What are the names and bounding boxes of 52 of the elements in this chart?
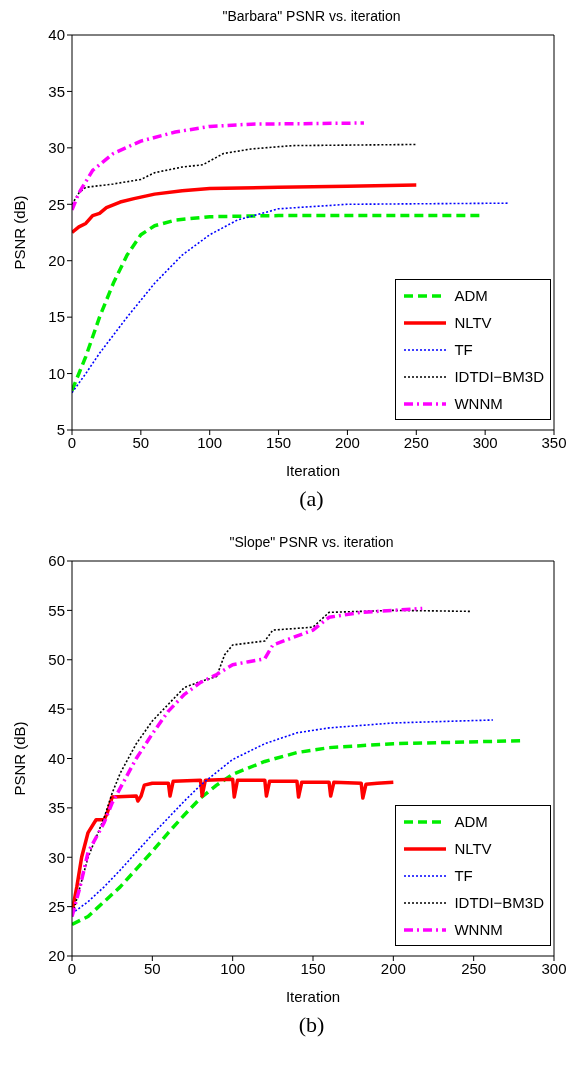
y-axis-title: PSNR (dB)	[11, 195, 29, 270]
x-tick-label: 250	[403, 433, 429, 451]
x-tick-label: 0	[67, 959, 77, 977]
y-tick-label: 60	[48, 552, 65, 570]
x-tick-label: 350	[541, 433, 567, 451]
y-tick-label: 50	[48, 651, 65, 669]
legend-label: NLTV	[454, 314, 492, 331]
legend-label: WNNM	[454, 921, 503, 938]
y-tick-label: 25	[48, 195, 65, 213]
chart-title: "Barbara" PSNR vs. iteration	[221, 8, 402, 26]
text: (a)	[298, 486, 325, 513]
x-tick-label: 150	[266, 433, 292, 451]
legend-label: IDTDI−BM3D	[454, 894, 544, 911]
y-tick-label: 5	[56, 421, 65, 439]
y-tick-label: 25	[48, 897, 65, 915]
x-tick-label: 0	[67, 433, 77, 451]
y-tick-label: 20	[48, 947, 65, 965]
line-series	[72, 183, 419, 235]
legend-label: IDTDI−BM3D	[454, 368, 544, 385]
legend-label: TF	[454, 341, 473, 358]
legend-label: NLTV	[454, 840, 492, 857]
legend-label: TF	[454, 867, 473, 884]
y-tick-label: 40	[48, 749, 65, 767]
legend-label: ADM	[454, 287, 488, 304]
legend-label: WNNM	[454, 395, 503, 412]
y-tick-label: 55	[48, 601, 65, 619]
x-tick-label: 50	[143, 959, 161, 977]
x-tick-label: 100	[197, 433, 223, 451]
y-tick-label: 20	[48, 252, 65, 270]
y-tick-label: 15	[48, 308, 65, 326]
x-tick-label: 100	[220, 959, 246, 977]
x-tick-label: 300	[472, 433, 498, 451]
text: (b)	[297, 1012, 326, 1039]
y-tick-label: 40	[48, 26, 65, 44]
x-tick-label: 300	[541, 959, 567, 977]
x-axis-title: Iteration	[285, 988, 341, 1005]
x-tick-label: 200	[334, 433, 360, 451]
x-tick-label: 50	[132, 433, 150, 451]
y-tick-label: 35	[48, 799, 65, 817]
x-axis-title: Iteration	[285, 462, 341, 479]
y-tick-label: 10	[48, 364, 65, 382]
y-tick-label: 45	[48, 700, 65, 718]
x-tick-label: 250	[461, 959, 487, 977]
chart-title: "Slope" PSNR vs. iteration	[228, 534, 395, 552]
x-tick-label: 150	[300, 959, 326, 977]
y-axis-title: PSNR (dB)	[11, 721, 29, 796]
line-series	[72, 121, 366, 212]
y-tick-label: 35	[48, 82, 65, 100]
y-tick-label: 30	[48, 848, 65, 866]
x-tick-label: 200	[380, 959, 406, 977]
y-tick-label: 30	[48, 139, 65, 157]
legend-label: ADM	[454, 813, 488, 830]
